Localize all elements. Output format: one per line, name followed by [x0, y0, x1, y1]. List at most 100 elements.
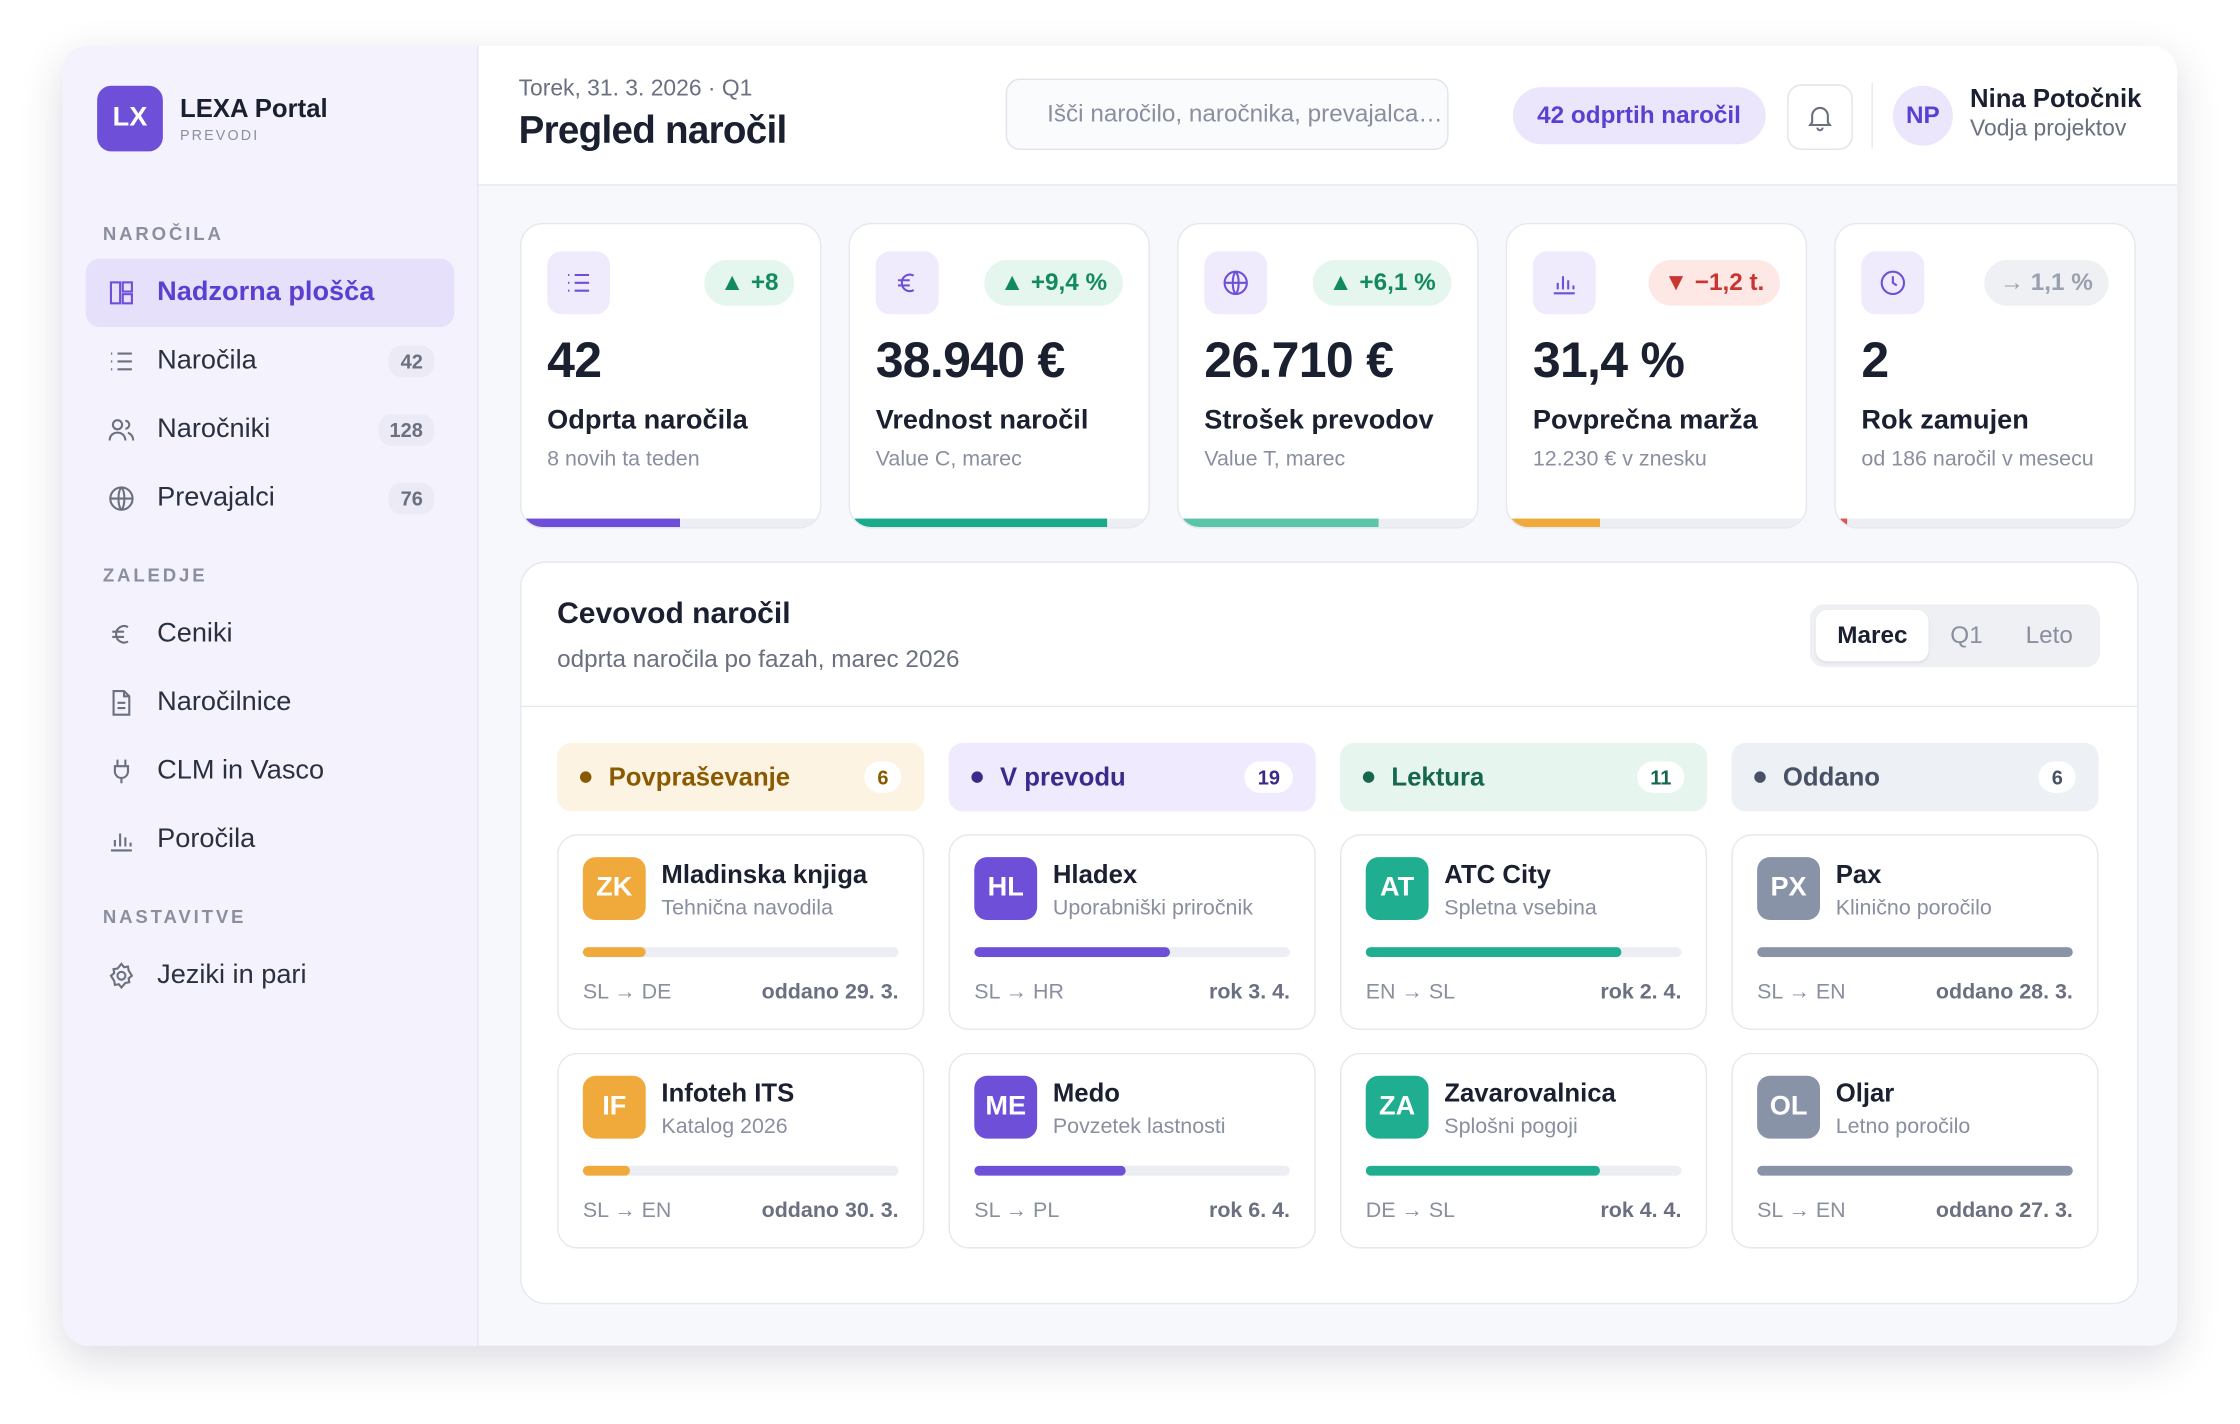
order-card[interactable]: AT ATC City Spletna vsebina EN → SL rok 2. 4…: [1339, 834, 1708, 1030]
nav-item[interactable]: Naročniki 128: [86, 396, 455, 465]
nav-item[interactable]: Naročila 42: [86, 327, 455, 396]
kpi-progress: [1835, 518, 1848, 528]
separator: [1871, 82, 1873, 149]
dot: [579, 771, 592, 783]
kpi-value: 26.710 €: [1204, 332, 1394, 389]
order-card[interactable]: HL Hladex Uporabniški priročnik SL → HR rok …: [948, 834, 1316, 1030]
kpi-delta: ▼ −1,2 t.: [1648, 259, 1780, 306]
nav-item[interactable]: Ceniki: [86, 600, 455, 669]
column-name: Povpraševanje: [608, 762, 791, 791]
kpi-card: ▲ +9,4 % 38.940 € Vrednost naročil Value C,…: [848, 222, 1150, 529]
client-name: Oljar: [1835, 1078, 1895, 1108]
kpi-value: 2: [1861, 332, 1889, 389]
nav-label: Naročila: [157, 345, 257, 376]
language-pair: SL → HR: [974, 979, 1064, 1005]
progress-track: [1757, 1165, 2073, 1176]
progress: [1365, 947, 1622, 958]
search[interactable]: Išči naročilo, naročnika, prevajalca…: [1005, 78, 1449, 150]
nav: NAROČILA Nadzorna plošča Naročila 42 Naročni…: [85, 217, 455, 1010]
doc-type: Katalog 2026: [661, 1114, 788, 1139]
kpi-label: Odprta naročila: [547, 405, 748, 436]
due: rok 6. 4.: [1208, 1198, 1290, 1223]
notifications[interactable]: [1787, 84, 1853, 150]
icon: [1880, 270, 1906, 296]
order-card[interactable]: ZK Mladinska knjiga Tehnična navodila SL → …: [557, 834, 925, 1030]
progress: [582, 1165, 631, 1176]
progress-track: [974, 947, 1290, 958]
nav-item[interactable]: CLM in Vasco: [86, 737, 455, 806]
brand-sub: PREVODI: [179, 127, 260, 144]
icon: [112, 624, 129, 644]
nav-section-title: NASTAVITVE: [102, 905, 247, 928]
kpi-delta: ▲ +8: [704, 259, 795, 306]
column-header: V prevodu 19: [948, 742, 1316, 812]
nav-count: 76: [389, 482, 435, 515]
icon: [1223, 270, 1248, 296]
spacer: [86, 874, 455, 900]
kpi-label: Strošek prevodov: [1204, 405, 1434, 436]
page-title: Pregled naročil: [518, 108, 788, 152]
progress: [1757, 947, 2073, 958]
columns: Povpraševanje 6 ZK Mladinska knjiga Tehnična…: [557, 742, 2099, 1272]
kpi-icon: [1532, 251, 1596, 315]
open-badge[interactable]: 42 odprtih naročil: [1512, 87, 1766, 145]
column-count: 11: [1637, 761, 1685, 793]
column-name: Lektura: [1391, 762, 1485, 791]
dot: [971, 771, 983, 783]
tab[interactable]: Q1: [1950, 621, 1983, 649]
order-card[interactable]: ZA Zavarovalnica Splošni pogoji DE → SL rok …: [1339, 1052, 1708, 1249]
language-pair: SL → PL: [974, 1198, 1060, 1223]
nav-item[interactable]: Prevajalci 76: [86, 464, 455, 533]
nav-count: 128: [378, 414, 435, 446]
icon: [897, 273, 915, 293]
nav-item[interactable]: Poročila: [86, 806, 455, 875]
tab[interactable]: Marec: [1815, 609, 1929, 662]
kpi-value: 38.940 €: [875, 332, 1066, 389]
kpi-progress: [1178, 518, 1379, 528]
logo: LX: [97, 85, 163, 152]
due: oddano 27. 3.: [1935, 1198, 2073, 1223]
kpi-note: Value T, marec: [1204, 447, 1346, 472]
doc-type: Klinično poročilo: [1835, 895, 1992, 920]
topbar: Torek, 31. 3. 2026 · Q1 Pregled naročil …: [478, 45, 2178, 186]
progress: [974, 1165, 1126, 1176]
column-name: V prevodu: [999, 762, 1126, 791]
nav-item[interactable]: Naročilnice: [86, 669, 455, 738]
icon: [109, 486, 134, 511]
client-avatar: ZK: [582, 857, 646, 920]
tab[interactable]: Leto: [2025, 621, 2073, 649]
kpi-note: 8 novih ta teden: [547, 447, 700, 472]
nav-item[interactable]: Nadzorna plošča: [85, 258, 455, 328]
nav-label: Naročniki: [157, 414, 271, 445]
nav-label: Nadzorna plošča: [157, 277, 375, 308]
order-card[interactable]: PX Pax Klinično poročilo SL → EN oddano 28. …: [1731, 834, 2099, 1030]
icon: [110, 833, 132, 852]
brand[interactable]: LX LEXA Portal PREVODI: [97, 85, 328, 152]
client-name: ATC City: [1444, 859, 1551, 889]
order-card[interactable]: ME Medo Povzetek lastnosti SL → PL rok 6. 4.: [948, 1052, 1316, 1249]
client-avatar: ZA: [1365, 1075, 1429, 1139]
pipeline-title: Cevovod naročil: [557, 597, 791, 630]
user-avatar[interactable]: NP: [1892, 85, 1953, 146]
icon: [113, 759, 130, 784]
kpi-track: [849, 518, 1149, 528]
client-name: Infoteh ITS: [661, 1078, 795, 1108]
client-name: Pax: [1835, 859, 1882, 889]
icon: [109, 281, 133, 305]
kpi-note: 12.230 € v znesku: [1532, 447, 1707, 472]
client-name: Medo: [1052, 1078, 1120, 1108]
nav-count: 42: [389, 345, 435, 378]
client-avatar: PX: [1757, 857, 1820, 920]
kpi-track: [1507, 518, 1806, 528]
due: rok 3. 4.: [1208, 979, 1290, 1005]
nav-item[interactable]: Jeziki in pari: [86, 941, 455, 1010]
kpi-icon: [547, 251, 610, 315]
order-card[interactable]: IF Infoteh ITS Katalog 2026 SL → EN oddano 3…: [557, 1052, 925, 1249]
kpi-progress: [521, 518, 680, 528]
nav-label: Naročilnice: [157, 687, 292, 718]
bell-icon: [1808, 107, 1832, 132]
order-card[interactable]: OL Oljar Letno poročilo SL → EN oddano 27. 3…: [1731, 1052, 2099, 1249]
